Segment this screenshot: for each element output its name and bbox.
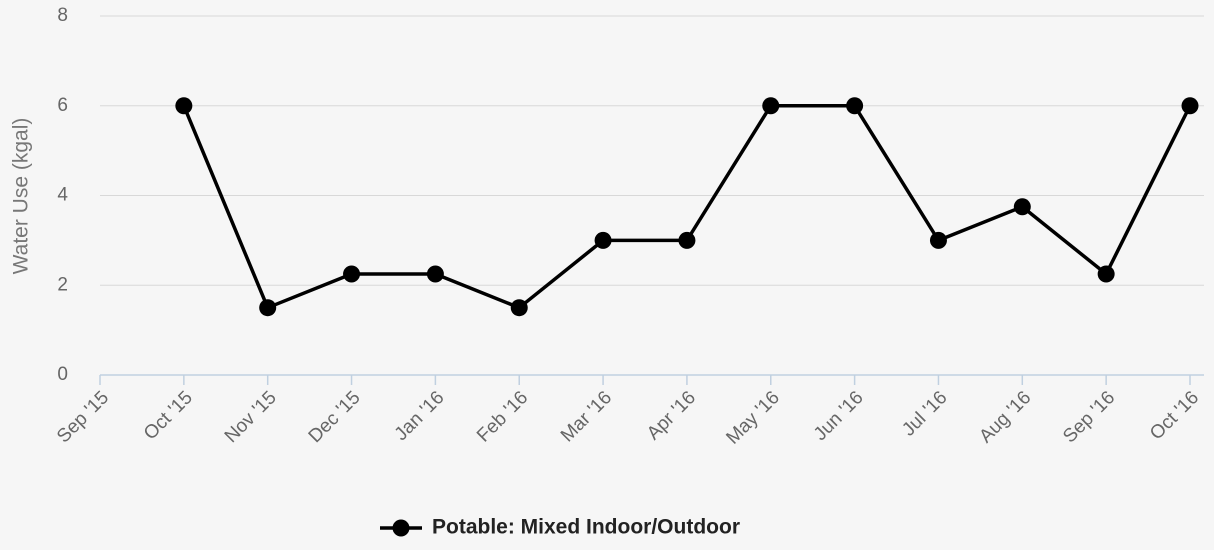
data-point	[1013, 198, 1031, 216]
y-tick-label: 8	[57, 5, 68, 26]
legend-marker	[392, 519, 410, 537]
data-point	[510, 299, 528, 317]
data-point	[259, 299, 277, 317]
data-point	[929, 231, 947, 249]
y-tick-label: 2	[57, 274, 68, 295]
y-tick-label: 0	[57, 364, 68, 385]
data-point	[846, 97, 864, 115]
data-point	[678, 231, 696, 249]
data-point	[343, 265, 361, 283]
data-point	[1181, 97, 1199, 115]
y-axis-title: Water Use (kgal)	[10, 118, 33, 275]
legend-label: Potable: Mixed Indoor/Outdoor	[432, 516, 740, 539]
data-point	[594, 231, 612, 249]
legend-item: Potable: Mixed Indoor/Outdoor	[380, 516, 740, 539]
y-tick-label: 6	[57, 95, 68, 116]
data-point	[762, 97, 780, 115]
data-point	[1097, 265, 1115, 283]
data-point	[426, 265, 444, 283]
data-point	[175, 97, 193, 115]
y-tick-label: 4	[57, 185, 68, 206]
